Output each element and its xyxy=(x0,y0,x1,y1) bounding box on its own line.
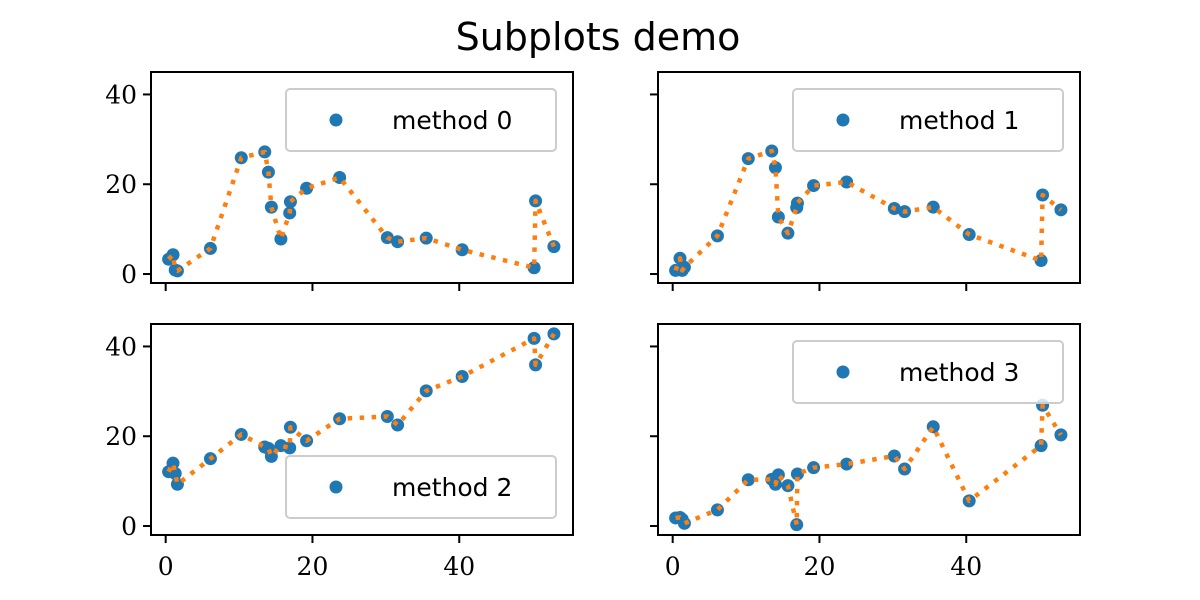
data-point xyxy=(807,179,821,193)
data-point xyxy=(771,468,785,482)
legend-frame xyxy=(792,340,1064,404)
data-point xyxy=(391,235,405,249)
series-line xyxy=(675,403,1063,527)
plot-area xyxy=(669,144,1068,277)
axes-frame xyxy=(150,323,574,536)
subplot-bottom-right: 0 20 40 method 3 xyxy=(650,323,1081,581)
subplot-bottom-left: 0 20 40 0 20 40 method 2 xyxy=(105,323,574,581)
y-tick-label: 0 xyxy=(121,260,137,289)
data-point xyxy=(168,466,182,480)
x-tick-label: 40 xyxy=(443,552,475,581)
legend: method 0 xyxy=(285,88,557,152)
data-point xyxy=(166,248,180,262)
data-point xyxy=(283,195,297,209)
y-tick-label: 0 xyxy=(121,512,137,541)
data-point xyxy=(840,457,854,471)
legend-label: method 2 xyxy=(392,473,512,502)
data-point xyxy=(790,196,804,210)
figure-title: Subplots demo xyxy=(456,15,741,59)
legend-label: method 1 xyxy=(899,106,1019,135)
data-point xyxy=(527,261,541,275)
data-point xyxy=(1034,439,1048,453)
y-tick-label: 40 xyxy=(105,332,137,361)
series-line xyxy=(673,148,1063,273)
legend: method 1 xyxy=(792,88,1064,152)
subplot-top-right: method 1 xyxy=(650,71,1081,291)
data-point xyxy=(391,418,405,432)
legend-frame xyxy=(285,88,557,152)
series-line xyxy=(166,332,556,487)
x-tick-label: 40 xyxy=(950,552,982,581)
legend-frame xyxy=(285,455,557,519)
x-tick-label: 20 xyxy=(297,552,329,581)
y-tick-label: 40 xyxy=(105,80,137,109)
x-tick-label: 20 xyxy=(804,552,836,581)
data-point xyxy=(790,518,804,532)
legend: method 2 xyxy=(285,455,557,519)
legend-marker xyxy=(836,113,850,127)
data-point xyxy=(170,477,184,491)
plot-area xyxy=(669,398,1068,532)
data-point xyxy=(1054,203,1068,217)
data-point xyxy=(926,200,940,214)
data-point xyxy=(710,503,724,517)
x-tick-label: 0 xyxy=(158,552,174,581)
axes-frame xyxy=(150,71,574,284)
plot-area xyxy=(162,145,561,278)
legend-label: method 0 xyxy=(392,106,512,135)
legend-marker xyxy=(836,365,850,379)
legend-marker xyxy=(329,480,343,494)
legend-label: method 3 xyxy=(899,358,1019,387)
data-point xyxy=(283,441,297,455)
plot-area xyxy=(162,327,561,491)
legend-frame xyxy=(792,88,1064,152)
legend: method 3 xyxy=(792,340,1064,404)
axes-frame xyxy=(657,71,1081,284)
data-point xyxy=(547,327,561,341)
data-point xyxy=(166,456,180,470)
data-point xyxy=(677,260,691,274)
data-point xyxy=(790,467,804,481)
x-tick-label: 0 xyxy=(665,552,681,581)
data-point xyxy=(887,449,901,463)
y-tick-label: 20 xyxy=(105,170,137,199)
data-point xyxy=(768,161,782,175)
series-line xyxy=(166,149,556,274)
y-tick-label: 20 xyxy=(105,422,137,451)
axes-frame xyxy=(657,323,1081,536)
subplot-top-left: 0 20 40 method 0 xyxy=(105,71,574,291)
legend-marker xyxy=(329,113,343,127)
